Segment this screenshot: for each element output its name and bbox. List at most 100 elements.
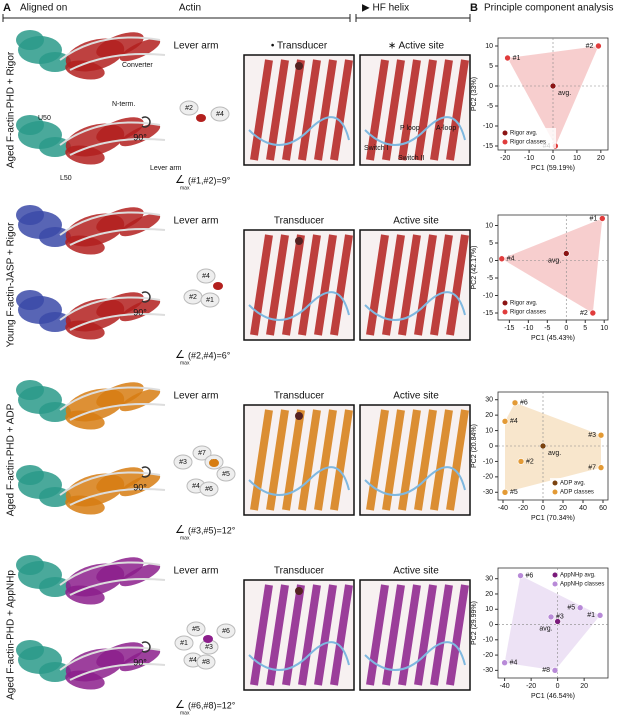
- y-tick-label: 0: [489, 621, 493, 628]
- annotation: A-loop: [436, 125, 456, 132]
- loop: [248, 641, 350, 671]
- strand: [446, 234, 469, 336]
- x-tick-label: -5: [544, 325, 550, 332]
- annotation: Lever arm: [150, 165, 182, 172]
- lever-blob: [216, 623, 236, 639]
- angle-sub: max: [180, 185, 190, 191]
- y-tick-label: -5: [487, 275, 493, 282]
- point-label: avg.: [558, 90, 571, 97]
- point-label: #5: [510, 489, 518, 496]
- strand: [366, 234, 389, 336]
- lever-class: #1: [180, 640, 188, 647]
- legend-label: Rigor avg.: [510, 301, 538, 307]
- domain: [65, 670, 105, 690]
- column-title: Lever arm: [173, 391, 218, 402]
- hull: [501, 218, 603, 313]
- x-tick-label: -20: [526, 683, 536, 690]
- point: [504, 54, 511, 62]
- strand: [314, 584, 337, 686]
- point-label: avg.: [539, 625, 552, 632]
- x-tick-label: -20: [500, 155, 510, 162]
- legend-box: [500, 298, 556, 318]
- ribbon: [59, 646, 166, 681]
- lever-blob: [216, 466, 236, 482]
- hull: [504, 575, 601, 671]
- point-label: #3: [588, 432, 596, 439]
- structure-panel: [243, 54, 355, 166]
- structure-panel: [359, 404, 471, 516]
- domain: [16, 290, 44, 310]
- panel-label: A: [3, 2, 11, 14]
- row-label: Aged F-actin-PHD + Rigor: [6, 51, 17, 168]
- row-label: Aged F-actin-PHD + ADP: [6, 403, 17, 516]
- angle-symbol: ∠: [175, 524, 185, 536]
- domain: [119, 213, 161, 237]
- strand: [250, 584, 273, 686]
- y-tick-label: -20: [483, 652, 493, 659]
- column-title: ∗ Active site: [388, 41, 445, 52]
- legend-label: AppNHp avg.: [560, 573, 596, 579]
- x-tick-label: 0: [564, 325, 568, 332]
- y-tick-label: 0: [489, 443, 493, 450]
- protein-structure: [16, 205, 166, 255]
- y-tick-label: 20: [485, 591, 493, 598]
- loop: [248, 291, 350, 321]
- lever-blob: [174, 635, 194, 651]
- protein-structure: [16, 555, 166, 605]
- legend-label: ADP avg.: [560, 481, 586, 487]
- point: [547, 613, 555, 621]
- point: [562, 250, 570, 257]
- lever-class: #7: [198, 450, 206, 457]
- point-label: #4: [507, 256, 515, 263]
- domain: [65, 585, 105, 605]
- rotation: 90°: [133, 482, 147, 492]
- domain: [119, 563, 161, 587]
- x-axis-label: PC1 (45.43%): [531, 335, 575, 342]
- structure-panel: [359, 54, 471, 166]
- strand: [414, 234, 437, 336]
- loop: [248, 466, 350, 496]
- x-axis-label: PC1 (46.54%): [531, 693, 575, 700]
- annotation: Converter: [122, 62, 153, 69]
- x-tick-label: 0: [541, 505, 545, 512]
- x-tick-label: 20: [559, 505, 567, 512]
- hull: [505, 402, 601, 493]
- column-title: Lever arm: [173, 566, 218, 577]
- protein-structure: [16, 640, 166, 690]
- point-label: #6: [526, 572, 534, 579]
- strand: [430, 409, 453, 511]
- point: [517, 458, 525, 465]
- point-label: #6: [520, 400, 528, 407]
- x-tick-label: -40: [498, 505, 508, 512]
- legend-swatch: [502, 300, 508, 306]
- y-tick-label: -10: [483, 123, 493, 130]
- point-label: #2: [580, 310, 588, 317]
- y-axis-label: PC2 (33%): [471, 77, 478, 111]
- annotation: Switch I: [364, 145, 389, 152]
- point: [597, 464, 605, 471]
- x-tick-label: -10: [523, 325, 533, 332]
- structure-panel: [243, 229, 355, 341]
- angle: (#6,#8)=12°: [188, 700, 236, 710]
- header: Principle component analysis: [484, 3, 614, 14]
- y-tick-label: 10: [485, 606, 493, 613]
- angle-sub: max: [180, 360, 190, 366]
- column-title: Active site: [393, 566, 439, 577]
- legend-label: Rigor classes: [510, 310, 546, 316]
- y-tick-label: 20: [485, 412, 493, 419]
- angle-symbol: ∠: [175, 174, 185, 186]
- y-axis-label: PC2 (29.99%): [471, 601, 478, 645]
- domain: [119, 473, 161, 497]
- legend-swatch: [502, 139, 508, 145]
- point: [517, 572, 524, 579]
- ribbon: [59, 561, 166, 596]
- point: [551, 667, 559, 674]
- lever-blob: [199, 481, 219, 497]
- strand: [298, 234, 321, 336]
- point: [596, 612, 604, 619]
- point-label: #1: [513, 55, 521, 62]
- y-tick-label: -20: [483, 474, 493, 481]
- lever-class: #4: [216, 111, 224, 118]
- x-tick-label: 10: [600, 325, 608, 332]
- ribbon: [59, 211, 166, 246]
